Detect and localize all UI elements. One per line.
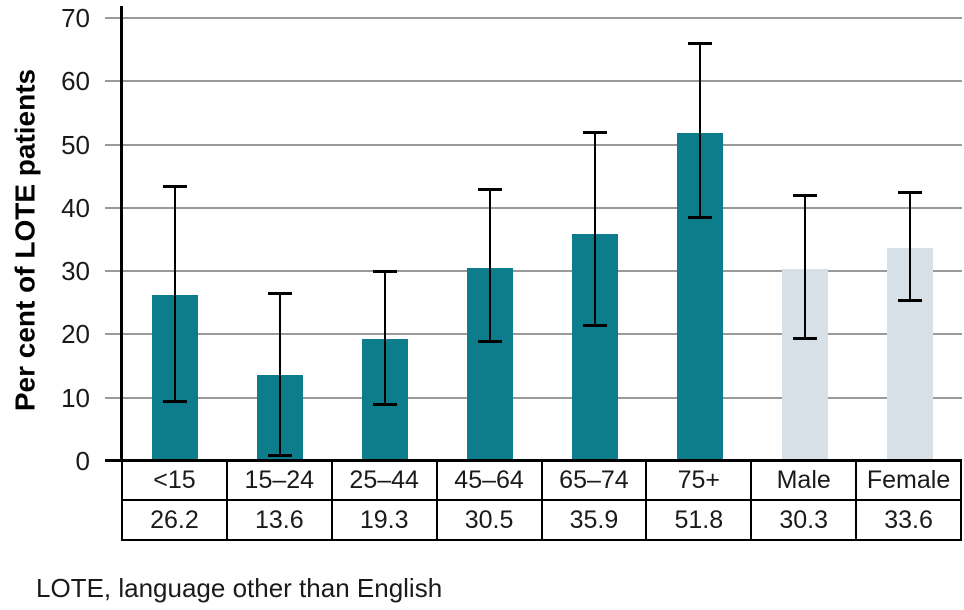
y-tick-label: 10 xyxy=(61,382,90,413)
value-cell: 51.8 xyxy=(645,499,753,541)
category-cell: 15–24 xyxy=(225,459,333,501)
gridline xyxy=(105,80,962,83)
value-cell: 19.3 xyxy=(330,499,438,541)
error-bar-cap-top xyxy=(162,184,187,188)
error-bar-cap-bottom xyxy=(162,399,187,403)
error-bar-line xyxy=(383,271,386,405)
gridline xyxy=(105,333,962,336)
error-bar-cap-top xyxy=(687,42,712,46)
error-bar-line xyxy=(908,192,911,300)
error-bar-line xyxy=(278,293,281,455)
error-bar-cap-top xyxy=(582,130,607,134)
category-cell: <15 xyxy=(121,459,228,501)
category-cell: 75+ xyxy=(645,459,753,501)
y-tick-label: 30 xyxy=(61,256,90,287)
value-row: 26.2 13.6 19.3 30.5 35.9 51.8 30.3 33.6 xyxy=(121,499,962,541)
error-bar-cap-bottom xyxy=(477,339,502,343)
category-cell: Male xyxy=(750,459,858,501)
error-bar-cap-bottom xyxy=(267,453,292,457)
error-bar-line xyxy=(698,43,701,218)
y-tick-label: 0 xyxy=(75,446,90,476)
gridline xyxy=(105,143,962,146)
value-cell: 35.9 xyxy=(540,499,648,541)
y-tick-label: 50 xyxy=(61,129,90,160)
error-bar-cap-top xyxy=(267,292,292,296)
error-bar-line xyxy=(593,131,596,325)
value-cell: 30.3 xyxy=(750,499,858,541)
error-bar-cap-bottom xyxy=(582,323,607,327)
gridline xyxy=(105,396,962,399)
error-bar-line xyxy=(803,195,806,338)
y-axis-line xyxy=(120,6,123,461)
error-bar-cap-top xyxy=(897,191,922,195)
category-cell: 45–64 xyxy=(435,459,543,501)
y-tick-label: 60 xyxy=(61,66,90,97)
error-bar-cap-bottom xyxy=(372,403,397,407)
error-bar-cap-top xyxy=(477,187,502,191)
gridline xyxy=(105,206,962,209)
error-bar-line xyxy=(488,188,491,341)
value-cell: 33.6 xyxy=(855,499,962,541)
category-cell: 25–44 xyxy=(330,459,438,501)
gridline xyxy=(105,17,962,19)
value-cell: 26.2 xyxy=(121,499,228,541)
error-bar-cap-bottom xyxy=(897,298,922,302)
gridline xyxy=(105,270,962,273)
error-bar-cap-top xyxy=(792,194,817,198)
category-row: <15 15–24 25–44 45–64 65–74 75+ Male Female xyxy=(121,459,962,501)
data-table: <15 15–24 25–44 45–64 65–74 75+ Male Female 26.… xyxy=(121,459,962,541)
category-cell: 65–74 xyxy=(540,459,648,501)
y-tick-label: 40 xyxy=(61,192,90,223)
error-bar-cap-bottom xyxy=(792,336,817,340)
category-cell: Female xyxy=(855,459,962,501)
value-cell: 30.5 xyxy=(435,499,543,541)
error-bar-line xyxy=(173,185,176,401)
error-bar-cap-bottom xyxy=(687,216,712,220)
value-cell: 13.6 xyxy=(225,499,333,541)
y-tick-label: 20 xyxy=(61,319,90,350)
footnote: LOTE, language other than English xyxy=(36,573,443,603)
error-bar-cap-top xyxy=(372,270,397,274)
y-tick-label: 70 xyxy=(61,3,90,33)
